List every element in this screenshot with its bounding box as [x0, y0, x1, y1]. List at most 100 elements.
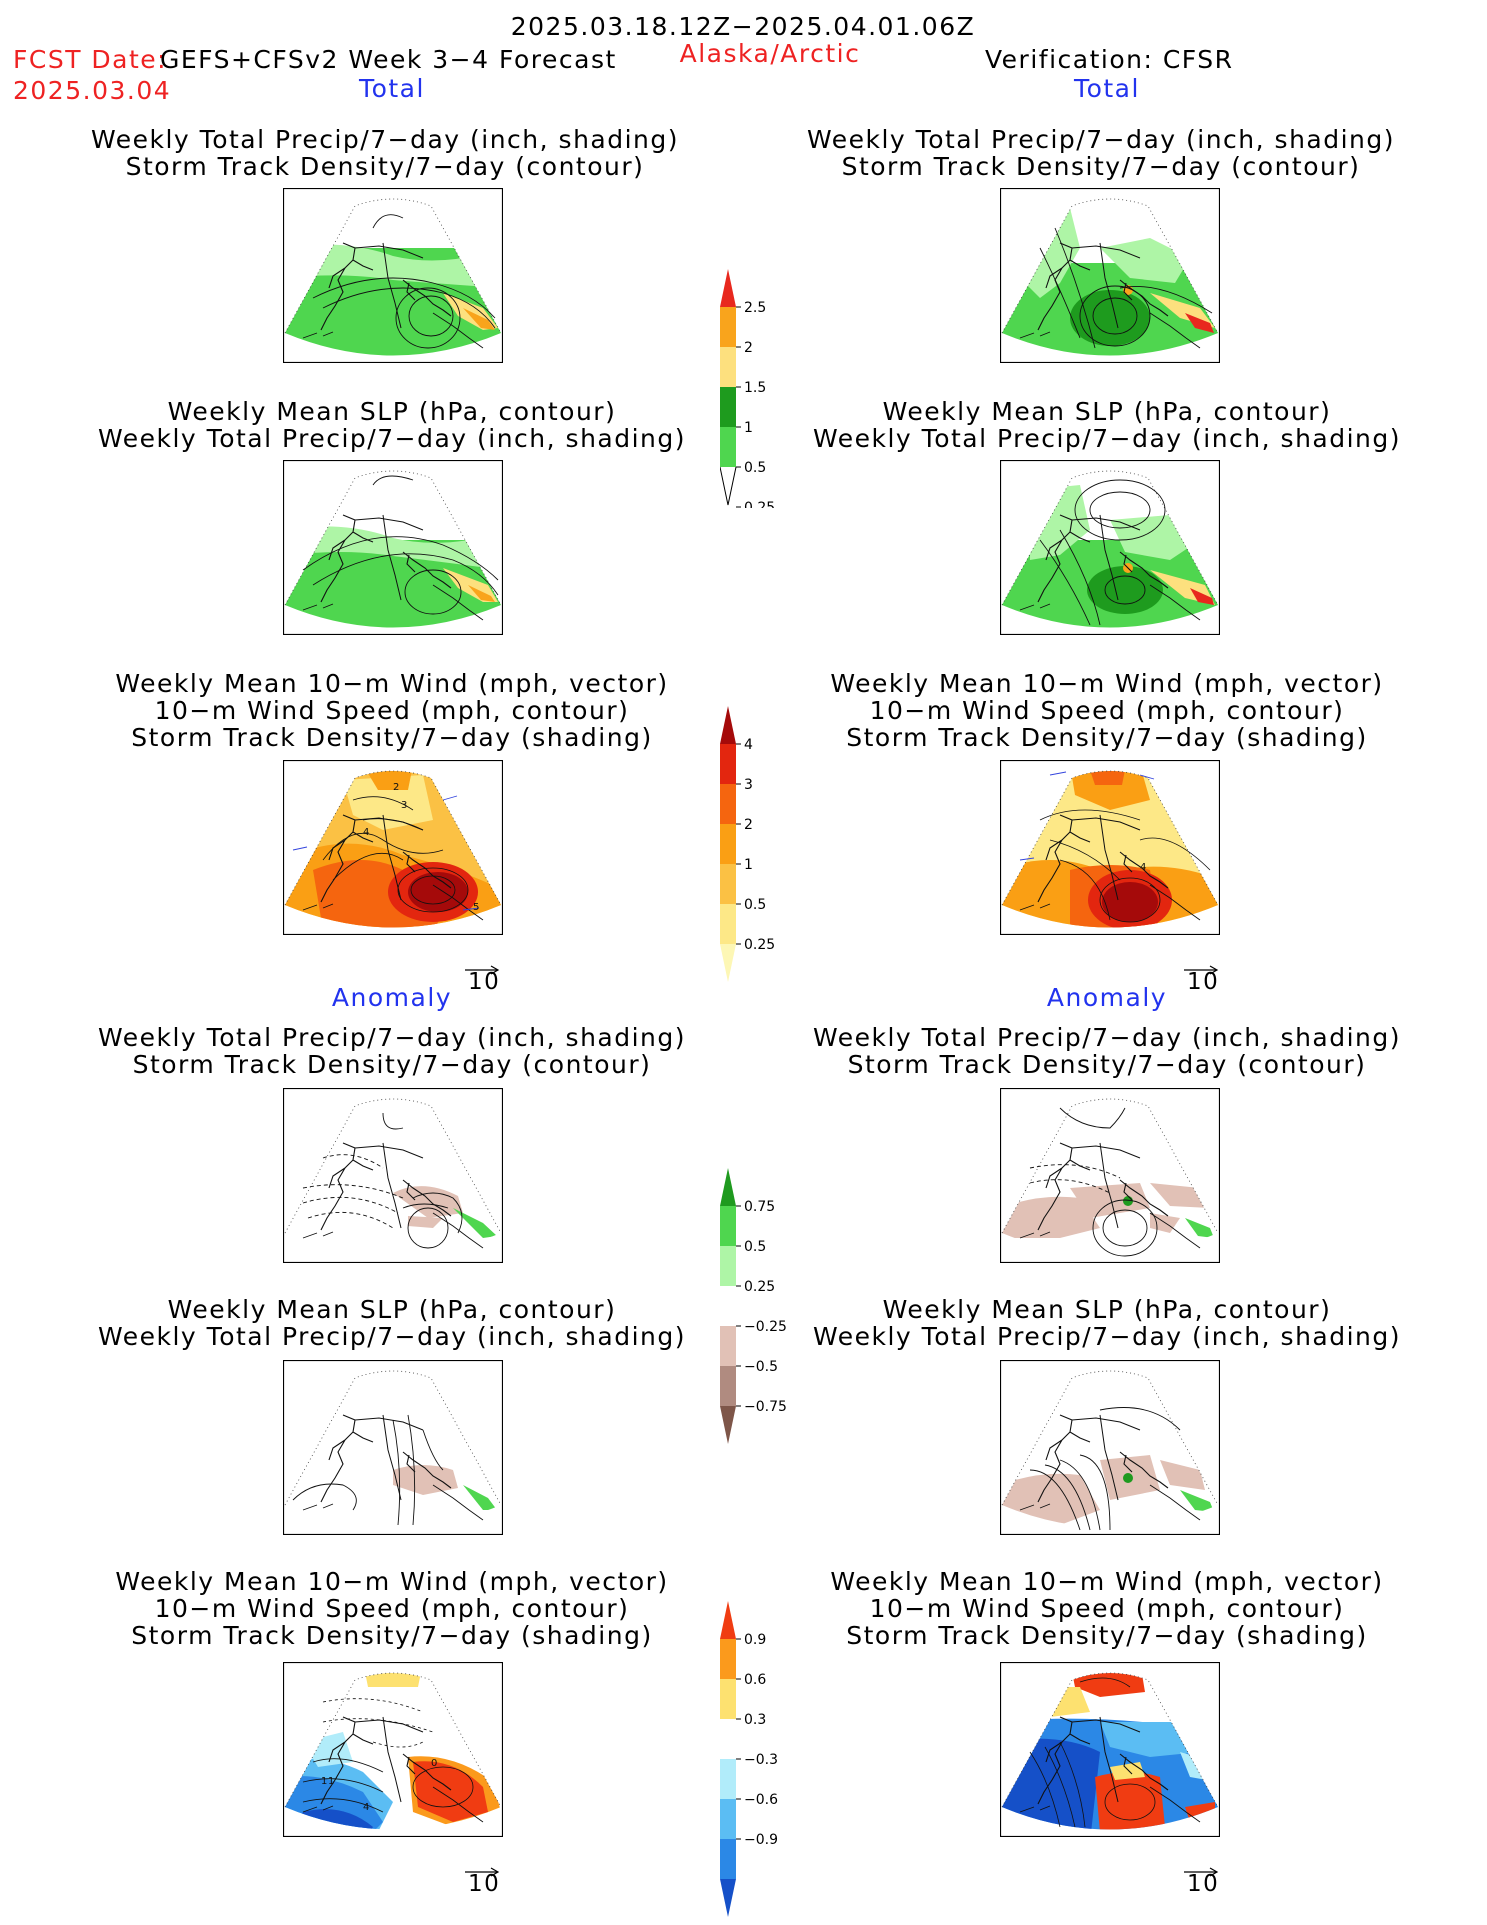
colorbar-bottom-triangle [720, 1406, 736, 1444]
colorbar-label: 0.3 [744, 1712, 766, 1728]
map-total-precip-verification [1000, 188, 1220, 363]
colorbar-segment [720, 744, 736, 784]
vector-ref-label: 10 [1187, 1871, 1220, 1897]
colorbar-total-precip: 2.5 2 1.5 1 0.5 0.25 [719, 268, 800, 516]
colorbar-bottom-triangle [720, 1879, 736, 1917]
section-anomaly-right: Anomaly [1046, 983, 1168, 1012]
title-total-slp-left: Weekly Mean SLP (hPa, contour) Weekly To… [97, 397, 687, 453]
colorbar-segment [720, 1759, 736, 1799]
colorbar-segment [720, 904, 736, 944]
colorbar-label: 0.5 [744, 1239, 766, 1255]
valid-period: 2025.03.18.12Z−2025.04.01.06Z [510, 12, 976, 41]
colorbar-segment [720, 1679, 736, 1719]
title-total-slp-right: Weekly Mean SLP (hPa, contour) Weekly To… [812, 397, 1402, 453]
map-total-slp-verification [1000, 460, 1220, 635]
colorbar-segment [720, 387, 736, 427]
colorbar-svg: 0.75 0.5 0.25 −0.25 −0.5 −0.75 [720, 1168, 787, 1444]
colorbar-label: −0.3 [744, 1752, 778, 1768]
map-anom-slp-forecast [283, 1360, 503, 1535]
colorbar-top-triangle [720, 1601, 736, 1639]
colorbar-total-storm: 4 3 2 1 0.5 0.25 [720, 705, 800, 989]
colorbar-top-triangle [720, 706, 736, 744]
colorbar-segment [720, 347, 736, 387]
colorbar-label: 1.5 [744, 380, 766, 396]
verification: Verification: CFSR [985, 45, 1234, 74]
section-anomaly-left: Anomaly [331, 983, 453, 1012]
vector-ref-anom-right: 10 [1183, 1863, 1219, 1896]
colorbar-label: 0.25 [744, 500, 775, 508]
colorbar-bottom-triangle [720, 944, 736, 982]
colorbar-top-triangle [720, 1168, 736, 1206]
anom-contour-label-b: 1 [328, 1776, 334, 1787]
colorbar-segment [720, 864, 736, 904]
colorbar-segment [720, 307, 736, 347]
colorbar-label: 2 [744, 340, 753, 356]
title-anom-wind-right: Weekly Mean 10−m Wind (mph, vector) 10−m… [830, 1567, 1384, 1650]
colorbar-segment [720, 1719, 736, 1759]
colorbar-svg: 2.5 2 1.5 1 0.5 0.25 [719, 269, 775, 516]
colorbar-label: 0.25 [744, 937, 775, 953]
colorbar-label: 1 [744, 420, 753, 436]
colorbar-svg: 0.9 0.6 0.3 −0.3 −0.6 −0.9 [720, 1601, 778, 1917]
vector-ref-anom-left: 10 [464, 1863, 500, 1896]
colorbar-label: 4 [744, 737, 753, 753]
map-total-wind-forecast: 2 3 4 5 [283, 760, 503, 935]
map-total-precip-forecast [283, 188, 503, 363]
map-anom-precip-verification [1000, 1088, 1220, 1263]
anom-contour-label-a: 1 [321, 1776, 327, 1787]
vector-ref-label: 10 [1187, 969, 1220, 995]
vector-ref-total-right: 10 [1183, 961, 1219, 994]
region-name: Alaska/Arctic [679, 39, 861, 68]
colorbar-label: 1 [744, 857, 753, 873]
colorbar-label: −0.75 [744, 1399, 787, 1415]
vector-ref-total-left: 10 [464, 961, 500, 994]
colorbar-segment [720, 1206, 736, 1246]
colorbar-label: 0.5 [744, 897, 766, 913]
contour-label-2: 2 [393, 782, 399, 793]
map-anom-slp-verification [1000, 1360, 1220, 1535]
colorbar-anom-precip: 0.75 0.5 0.25 −0.25 −0.5 −0.75 [720, 1167, 800, 1451]
anom-contour-label-d: 0 [431, 1758, 437, 1769]
map-anom-wind-forecast: 1 1 4 0 [283, 1662, 503, 1837]
title-anom-wind-left: Weekly Mean 10−m Wind (mph, vector) 10−m… [115, 1567, 669, 1650]
map-total-slp-forecast [283, 460, 503, 635]
section-total-left: Total [359, 74, 425, 103]
colorbar-segment [720, 824, 736, 864]
colorbar-label: 2.5 [744, 300, 766, 316]
colorbar-segment [720, 1799, 736, 1839]
title-anom-slp-right: Weekly Mean SLP (hPa, contour) Weekly To… [812, 1295, 1402, 1351]
vector-ref-label: 10 [468, 969, 501, 995]
colorbar-segment [720, 1326, 736, 1366]
colorbar-top-triangle [720, 269, 736, 307]
section-total-right: Total [1074, 74, 1140, 103]
contour-label-4-verification: 4 [1140, 862, 1146, 873]
colorbar-label: 0.75 [744, 1199, 775, 1215]
title-total-precip-left: Weekly Total Precip/7−day (inch, shading… [90, 125, 680, 181]
map-total-wind-verification: 4 [1000, 760, 1220, 935]
colorbar-segment [720, 427, 736, 467]
colorbar-segment [720, 1639, 736, 1679]
colorbar-segment [720, 1366, 736, 1406]
colorbar-label: 3 [744, 777, 753, 793]
contour-label-4: 4 [363, 827, 369, 838]
colorbar-segment [720, 1286, 736, 1326]
colorbar-label: 2 [744, 817, 753, 833]
vector-ref-label: 10 [468, 1871, 501, 1897]
map-anom-precip-forecast [283, 1088, 503, 1263]
colorbar-label: −0.25 [744, 1319, 787, 1335]
colorbar-segment [720, 784, 736, 824]
title-anom-precip-left: Weekly Total Precip/7−day (inch, shading… [97, 1023, 687, 1079]
colorbar-label: 0.6 [744, 1672, 766, 1688]
fcst-date: 2025.03.04 [13, 76, 172, 105]
contour-label-5: 5 [473, 902, 479, 913]
map-anom-wind-verification [1000, 1662, 1220, 1837]
fcst-label: FCST Date: [13, 45, 168, 74]
colorbar-anom-storm: 0.9 0.6 0.3 −0.3 −0.6 −0.9 [720, 1600, 800, 1924]
colorbar-label: −0.6 [744, 1792, 778, 1808]
title-anom-precip-right: Weekly Total Precip/7−day (inch, shading… [812, 1023, 1402, 1079]
colorbar-label: 0.25 [744, 1279, 775, 1295]
colorbar-bottom-triangle [719, 466, 737, 506]
title-total-precip-right: Weekly Total Precip/7−day (inch, shading… [806, 125, 1396, 181]
colorbar-segment [720, 1246, 736, 1286]
colorbar-label: 0.9 [744, 1632, 766, 1648]
